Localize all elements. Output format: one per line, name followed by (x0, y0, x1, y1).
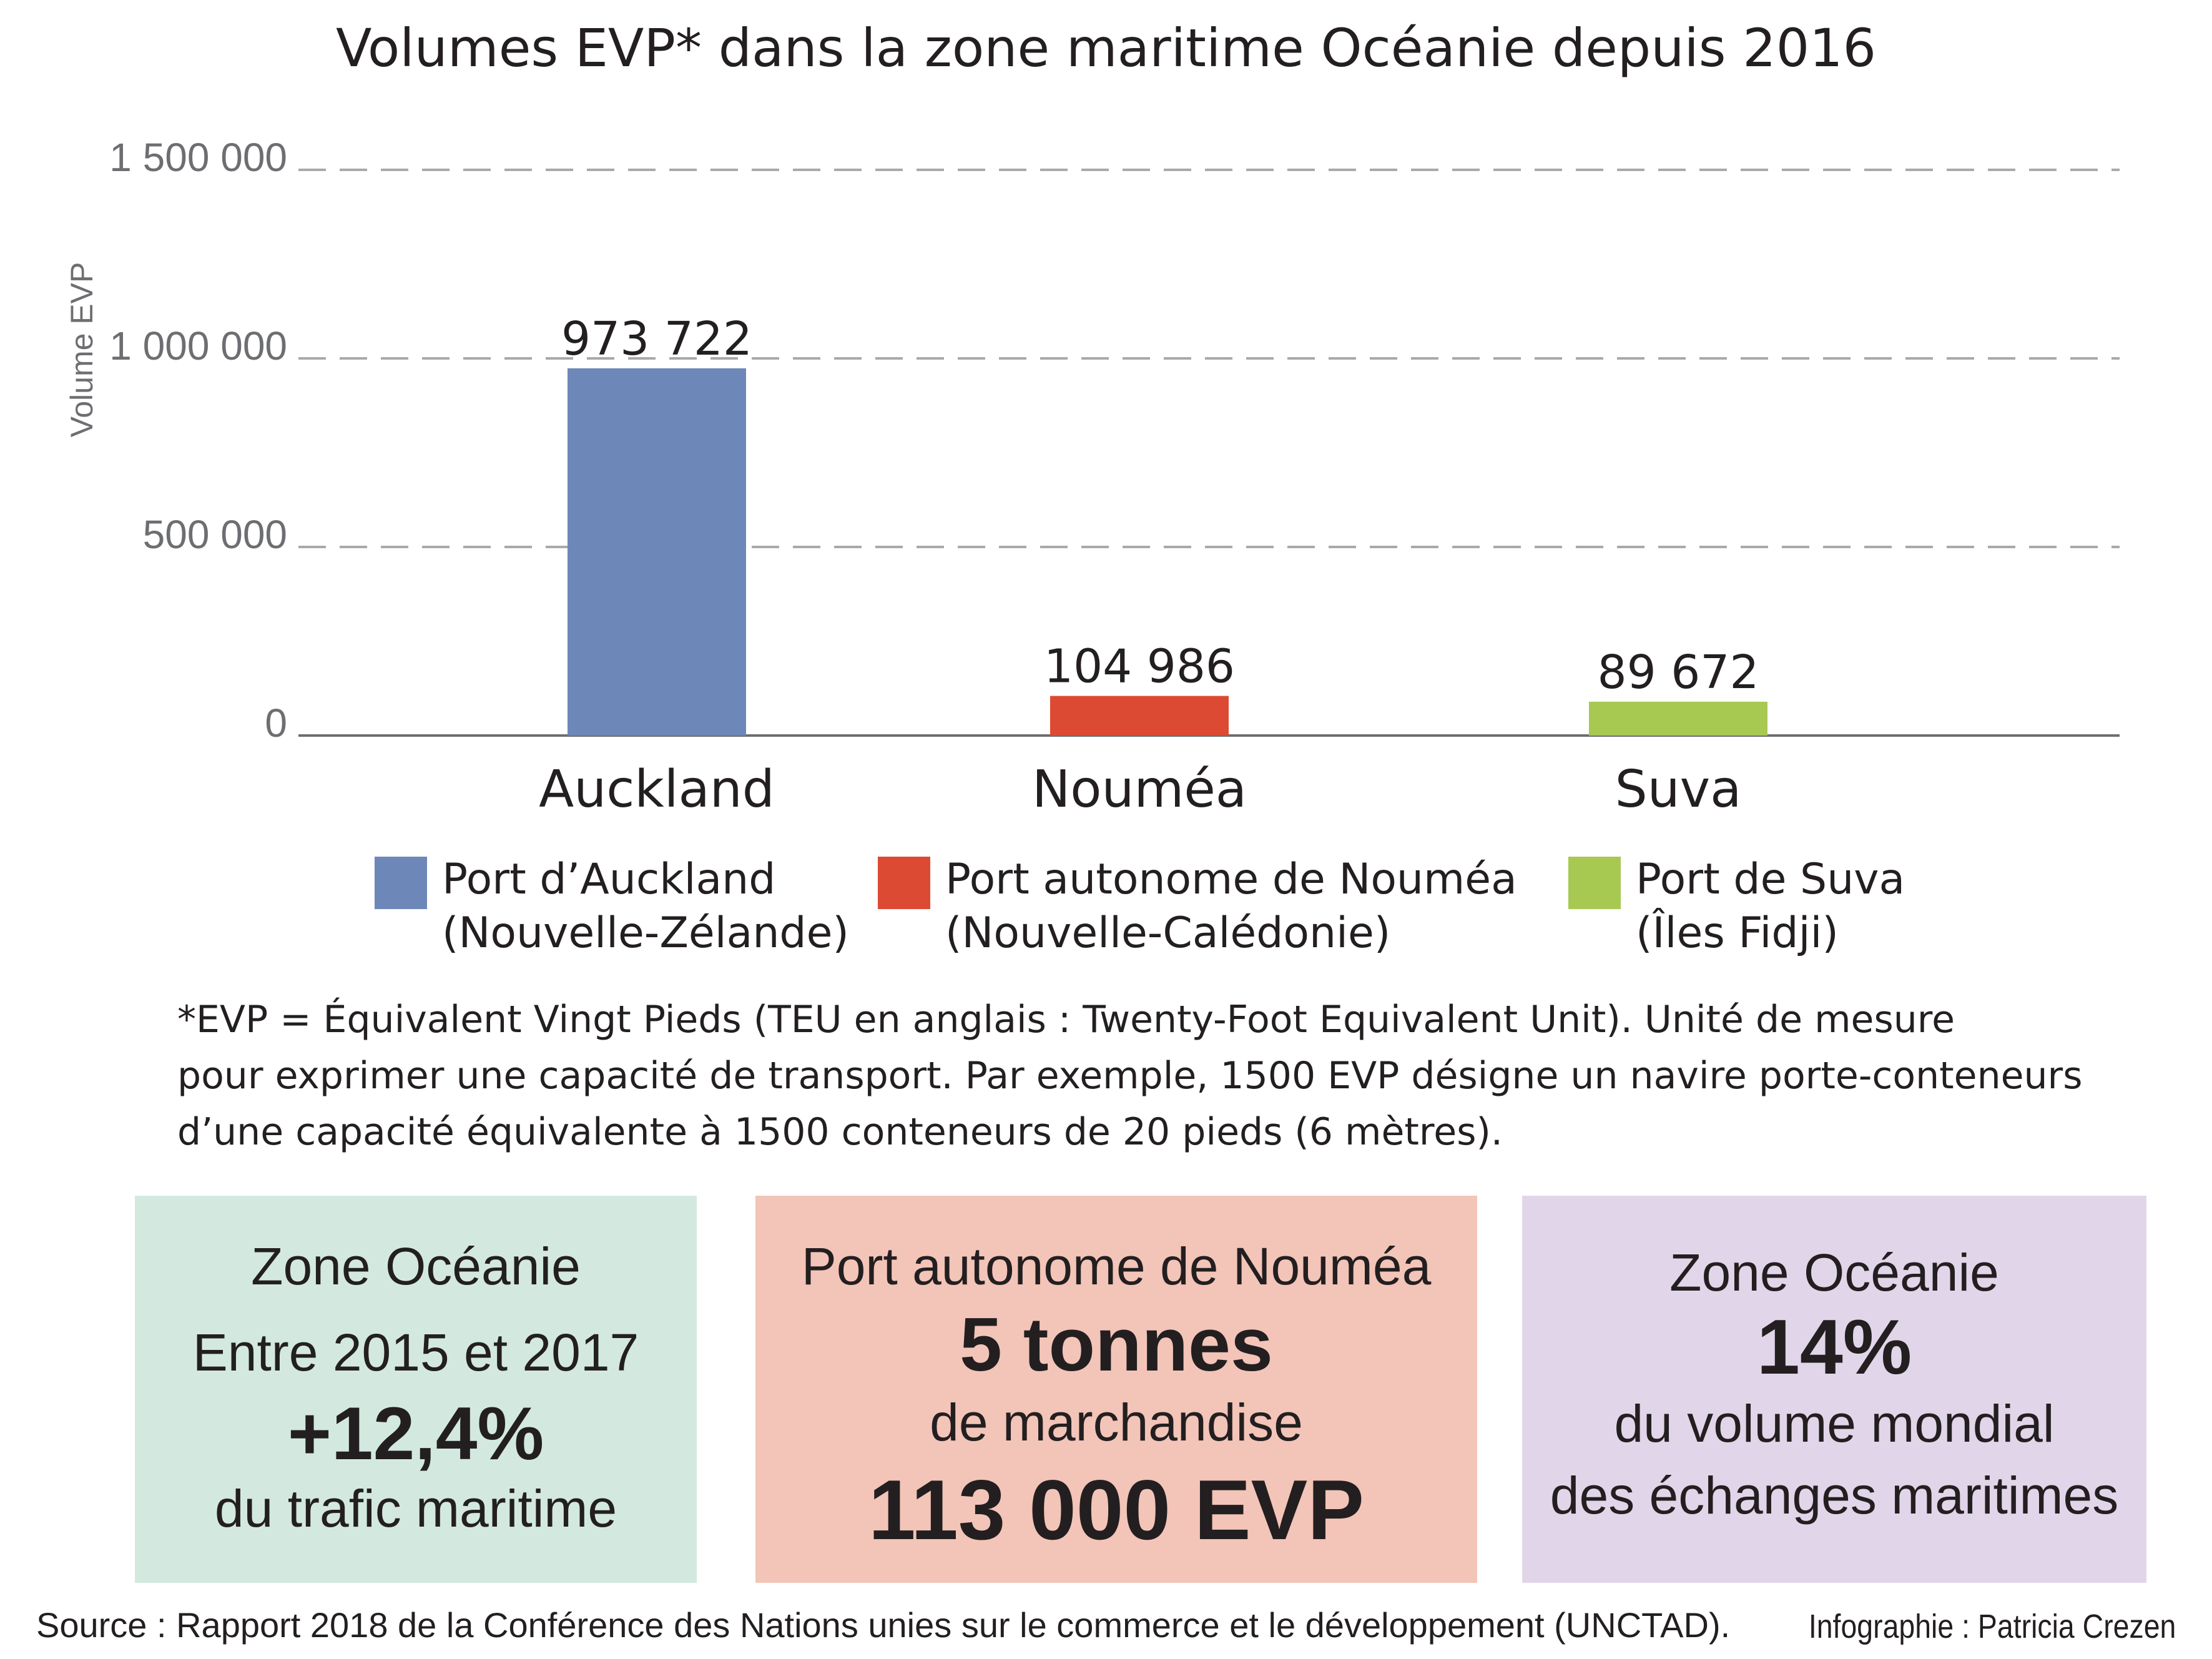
legend-item-noumea: Port autonome de Nouméa (Nouvelle-Calédo… (878, 855, 1540, 958)
data-label: 89 672 (1598, 646, 1759, 699)
legend-swatch-suva (1568, 857, 1621, 909)
category-label: Suva (1615, 760, 1742, 819)
category-label: Nouméa (1032, 760, 1247, 819)
y-tick-label: 500 000 (143, 512, 287, 557)
credit-note: Infographie : Patricia Crezen (1808, 1608, 2176, 1645)
legend-label-auckland: Port d’Auckland (Nouvelle-Zélande) (442, 855, 849, 958)
data-label: 973 722 (561, 312, 752, 366)
y-tick-label: 0 (265, 701, 287, 746)
legend-item-auckland: Port d’Auckland (Nouvelle-Zélande) (375, 855, 849, 958)
info-box-noumea: Port autonome de Nouméa 5 tonnes de marc… (755, 1196, 1477, 1583)
source-note: Source : Rapport 2018 de la Conférence d… (36, 1605, 1731, 1645)
legend-swatch-noumea (878, 857, 930, 909)
bar-suva (1589, 701, 1767, 736)
chart-title: Volumes EVP* dans la zone maritime Océan… (335, 17, 1877, 79)
y-tick-label: 1 000 000 (109, 323, 287, 368)
info-box-world-share: Zone Océanie 14% du volume mondial des é… (1522, 1196, 2146, 1583)
legend-swatch-auckland (375, 857, 427, 909)
category-label: Auckland (539, 760, 775, 819)
legend-label-noumea: Port autonome de Nouméa (Nouvelle-Calédo… (945, 855, 1517, 958)
footnote: *EVP = Équivalent Vingt Pieds (TEU en an… (177, 998, 2083, 1154)
legend-label-suva: Port de Suva (Îles Fidji) (1636, 855, 1905, 958)
y-axis-title: Volume EVP (64, 262, 99, 438)
data-label: 104 986 (1044, 640, 1235, 694)
legend-item-suva: Port de Suva (Îles Fidji) (1568, 855, 1943, 958)
bar-nouméa (1050, 696, 1229, 736)
info-box-oceania-traffic: Zone Océanie Entre 2015 et 2017 +12,4% d… (135, 1196, 697, 1583)
bar-chart: Volume EVP 0 500 000 1 000 000 1 500 000 973 … (64, 135, 2120, 819)
bar-auckland (568, 368, 746, 736)
y-tick-label: 1 500 000 (109, 135, 287, 180)
